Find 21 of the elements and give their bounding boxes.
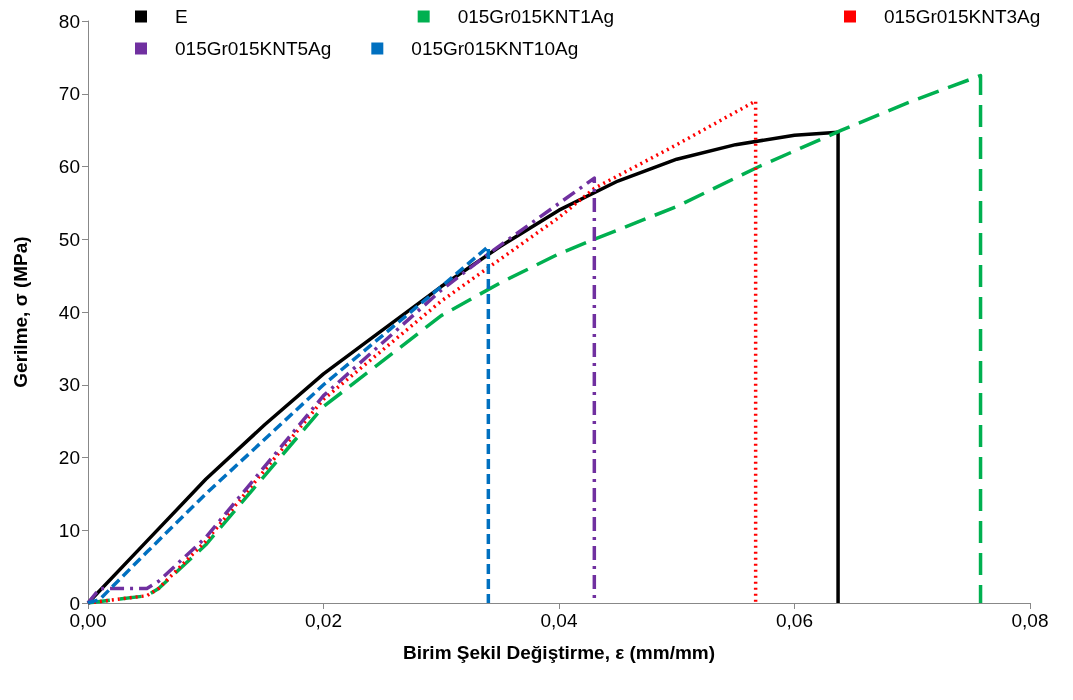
y-tick-label: 20	[58, 447, 80, 468]
x-tick-label: 0,06	[776, 610, 813, 631]
y-tick-label: 40	[58, 301, 80, 323]
y-tick-label: 70	[58, 83, 80, 105]
y-tick-label: 30	[58, 374, 80, 396]
line-series	[86, 244, 491, 605]
line-series	[86, 176, 597, 605]
x-tick-label: 0,08	[1011, 610, 1049, 631]
y-tick-label: 50	[58, 228, 80, 250]
y-tick-label: 10	[58, 519, 80, 541]
y-tick-label: 80	[58, 10, 80, 32]
legend-label: E	[175, 6, 188, 27]
y-axis-title: Gerilme, σ (MPa)	[10, 236, 31, 388]
legend-label: 015Gr015KNT5Ag	[175, 38, 332, 59]
legend-label: 015Gr015KNT10Ag	[411, 38, 579, 59]
x-tick-label: 0,04	[540, 610, 578, 631]
x-axis-title: Birim Şekil Değiştirme, ε (mm/mm)	[402, 642, 716, 663]
y-tick-label: 60	[58, 156, 80, 177]
x-tick-label: 0,02	[305, 610, 342, 631]
legend-label: 015Gr015KNT3Ag	[883, 6, 1041, 27]
legend-label: 015Gr015KNT1Ag	[457, 6, 614, 27]
